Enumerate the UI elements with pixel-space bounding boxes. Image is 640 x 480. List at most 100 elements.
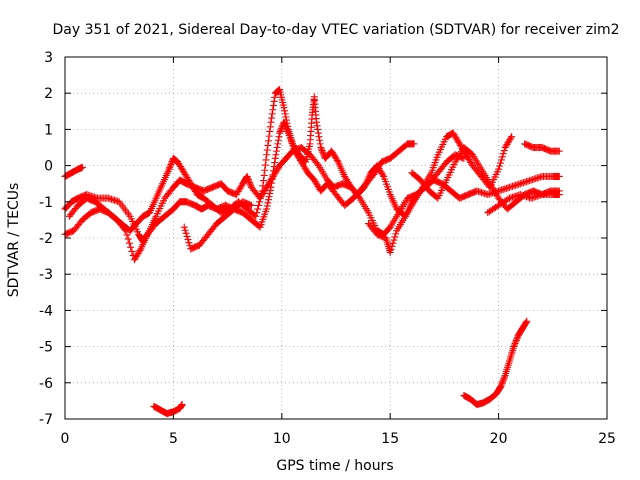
- data-point: [128, 247, 136, 255]
- data-point: [523, 317, 531, 325]
- data-point: [261, 166, 269, 174]
- x-axis-label: GPS time / hours: [276, 458, 393, 474]
- data-point: [167, 161, 175, 169]
- data-point: [269, 106, 277, 114]
- data-point: [316, 136, 324, 144]
- data-point: [253, 209, 261, 217]
- data-point: [165, 165, 173, 173]
- data-point: [247, 201, 255, 209]
- x-tick-label: 0: [61, 431, 70, 447]
- data-point: [268, 114, 276, 122]
- data-point: [271, 93, 279, 101]
- data-point: [258, 187, 266, 195]
- data-point: [272, 151, 280, 159]
- data-point: [256, 198, 264, 206]
- data-point: [180, 223, 188, 231]
- series-sat-i: [521, 140, 563, 155]
- data-point: [264, 141, 272, 149]
- data-point: [498, 379, 506, 387]
- data-point: [168, 159, 176, 167]
- y-tick-label: -4: [39, 303, 53, 319]
- y-tick-label: 3: [44, 50, 53, 66]
- y-tick-labels: -7 -6 -5 -4 -3 -2 -1 0 1 2 3: [39, 50, 53, 428]
- data-point: [256, 194, 264, 202]
- series-sat-e: [180, 198, 255, 253]
- data-point: [313, 122, 321, 130]
- data-point: [333, 156, 341, 164]
- data-point: [166, 162, 174, 170]
- data-point: [507, 134, 515, 142]
- data-point: [267, 183, 275, 191]
- data-point: [266, 190, 274, 198]
- data-point: [282, 113, 290, 121]
- data-point: [268, 110, 276, 118]
- data-point: [243, 172, 251, 180]
- data-point: [281, 110, 289, 118]
- data-point: [257, 191, 265, 199]
- data-point: [318, 147, 326, 155]
- y-tick-label: -3: [39, 267, 53, 283]
- data-point: [268, 179, 276, 187]
- y-tick-label: -5: [39, 340, 53, 356]
- data-point: [389, 239, 397, 247]
- y-tick-label: 2: [44, 86, 53, 102]
- data-point: [273, 144, 281, 151]
- data-point: [265, 132, 273, 140]
- data-point: [183, 232, 191, 240]
- y-tick-label: 1: [44, 122, 53, 138]
- data-point: [496, 162, 504, 170]
- data-point: [410, 140, 418, 148]
- data-points: [61, 86, 563, 418]
- data-point: [263, 146, 271, 154]
- data-point: [252, 212, 260, 220]
- data-point: [315, 133, 323, 141]
- data-point: [496, 159, 504, 167]
- data-point: [271, 154, 279, 162]
- data-point: [510, 341, 518, 349]
- data-point: [263, 202, 271, 210]
- data-point: [269, 102, 277, 110]
- data-point: [277, 126, 285, 134]
- data-point: [268, 175, 276, 183]
- data-point: [263, 205, 271, 213]
- y-tick-label: -2: [39, 231, 53, 247]
- x-tick-label: 15: [381, 431, 399, 447]
- data-point: [182, 229, 190, 237]
- data-point: [513, 335, 521, 343]
- data-point: [555, 191, 563, 199]
- y-tick-label: 0: [44, 159, 53, 175]
- data-point: [316, 140, 324, 148]
- data-point: [317, 145, 325, 153]
- data-point: [555, 147, 563, 155]
- data-point: [247, 182, 255, 190]
- data-point: [124, 235, 132, 243]
- data-point: [314, 129, 322, 137]
- data-point: [125, 239, 133, 247]
- data-point: [123, 231, 131, 239]
- data-point: [263, 151, 271, 159]
- data-point: [508, 133, 516, 141]
- series-sat-d: [65, 86, 468, 235]
- data-point: [504, 195, 512, 203]
- data-point: [500, 147, 508, 155]
- data-point: [283, 119, 291, 127]
- data-point: [497, 156, 505, 164]
- data-point: [497, 381, 505, 389]
- data-point: [392, 230, 400, 238]
- data-point: [266, 186, 274, 194]
- data-point: [512, 338, 520, 346]
- data-point: [499, 150, 507, 158]
- data-point: [500, 373, 508, 381]
- data-point: [127, 243, 135, 251]
- x-tick-labels: 0 5 10 15 20 25: [61, 431, 616, 447]
- data-point: [262, 156, 270, 164]
- axis-ticks: [64, 56, 608, 420]
- data-point: [281, 107, 289, 115]
- data-point: [499, 376, 507, 384]
- data-point: [255, 201, 263, 209]
- data-point: [511, 339, 519, 347]
- data-point: [555, 172, 563, 180]
- data-point: [391, 233, 399, 241]
- data-point: [274, 136, 282, 144]
